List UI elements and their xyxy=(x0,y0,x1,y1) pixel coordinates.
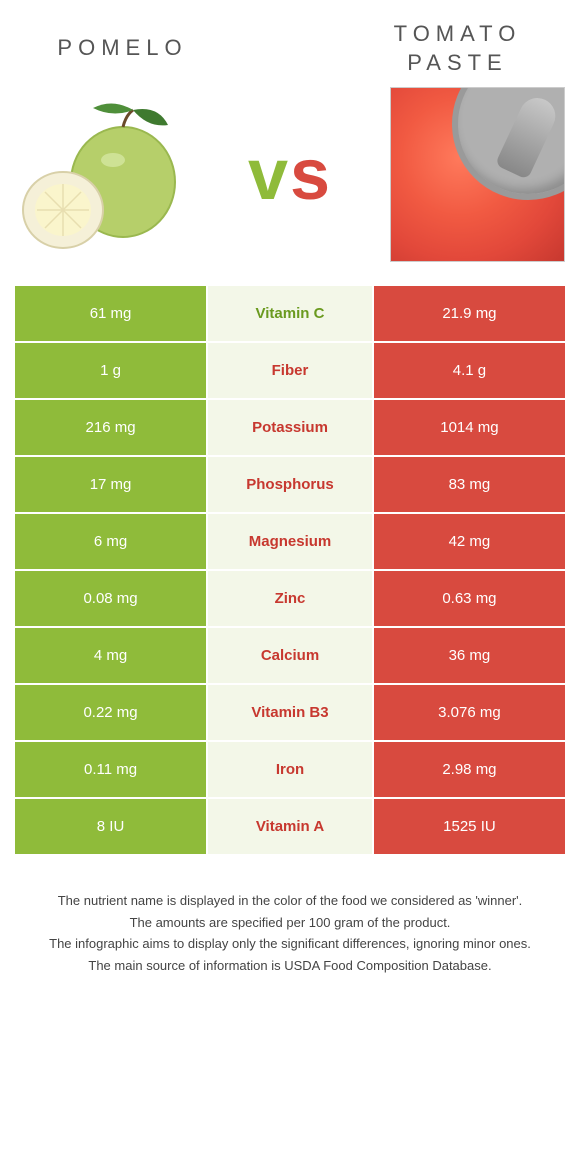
infographic-container: Pomelo Tomato paste xyxy=(0,0,580,975)
left-food-title: Pomelo xyxy=(15,34,230,63)
pomelo-icon xyxy=(18,90,188,260)
nutrient-label: Fiber xyxy=(208,343,372,398)
right-value: 83 mg xyxy=(374,457,565,512)
nutrient-row: 61 mgVitamin C21.9 mg xyxy=(15,286,565,341)
left-value: 17 mg xyxy=(15,457,206,512)
nutrient-label: Vitamin A xyxy=(208,799,372,854)
right-food-title: Tomato paste xyxy=(350,20,565,77)
footer-line-2: The amounts are specified per 100 gram o… xyxy=(40,913,540,933)
nutrient-row: 216 mgPotassium1014 mg xyxy=(15,400,565,455)
vs-v: v xyxy=(248,135,290,215)
right-value: 0.63 mg xyxy=(374,571,565,626)
right-value: 3.076 mg xyxy=(374,685,565,740)
nutrient-label: Vitamin B3 xyxy=(208,685,372,740)
right-value: 1525 IU xyxy=(374,799,565,854)
right-value: 1014 mg xyxy=(374,400,565,455)
left-value: 61 mg xyxy=(15,286,206,341)
right-value: 2.98 mg xyxy=(374,742,565,797)
left-value: 0.11 mg xyxy=(15,742,206,797)
footer-notes: The nutrient name is displayed in the co… xyxy=(15,856,565,975)
nutrient-label: Vitamin C xyxy=(208,286,372,341)
left-value: 216 mg xyxy=(15,400,206,455)
nutrient-label: Iron xyxy=(208,742,372,797)
nutrient-row: 1 gFiber4.1 g xyxy=(15,343,565,398)
pomelo-image xyxy=(15,87,190,262)
vs-s: s xyxy=(290,135,332,215)
nutrient-row: 0.08 mgZinc0.63 mg xyxy=(15,571,565,626)
nutrient-label: Potassium xyxy=(208,400,372,455)
left-value: 8 IU xyxy=(15,799,206,854)
left-value: 1 g xyxy=(15,343,206,398)
tomato-paste-icon xyxy=(390,87,565,262)
nutrient-label: Zinc xyxy=(208,571,372,626)
left-value: 4 mg xyxy=(15,628,206,683)
titles-row: Pomelo Tomato paste xyxy=(15,20,565,77)
nutrient-row: 17 mgPhosphorus83 mg xyxy=(15,457,565,512)
left-value: 0.22 mg xyxy=(15,685,206,740)
nutrient-row: 8 IUVitamin A1525 IU xyxy=(15,799,565,854)
left-value: 6 mg xyxy=(15,514,206,569)
nutrient-label: Calcium xyxy=(208,628,372,683)
left-value: 0.08 mg xyxy=(15,571,206,626)
footer-line-3: The infographic aims to display only the… xyxy=(40,934,540,954)
right-value: 21.9 mg xyxy=(374,286,565,341)
right-value: 42 mg xyxy=(374,514,565,569)
footer-line-1: The nutrient name is displayed in the co… xyxy=(40,891,540,911)
nutrient-row: 0.11 mgIron2.98 mg xyxy=(15,742,565,797)
right-value: 4.1 g xyxy=(374,343,565,398)
nutrient-row: 4 mgCalcium36 mg xyxy=(15,628,565,683)
nutrient-row: 0.22 mgVitamin B33.076 mg xyxy=(15,685,565,740)
nutrient-table: 61 mgVitamin C21.9 mg1 gFiber4.1 g216 mg… xyxy=(15,286,565,854)
footer-line-4: The main source of information is USDA F… xyxy=(40,956,540,976)
right-value: 36 mg xyxy=(374,628,565,683)
nutrient-label: Magnesium xyxy=(208,514,372,569)
images-row: vs xyxy=(15,87,565,262)
vs-label: vs xyxy=(248,134,332,216)
nutrient-row: 6 mgMagnesium42 mg xyxy=(15,514,565,569)
tomato-paste-image xyxy=(390,87,565,262)
nutrient-label: Phosphorus xyxy=(208,457,372,512)
